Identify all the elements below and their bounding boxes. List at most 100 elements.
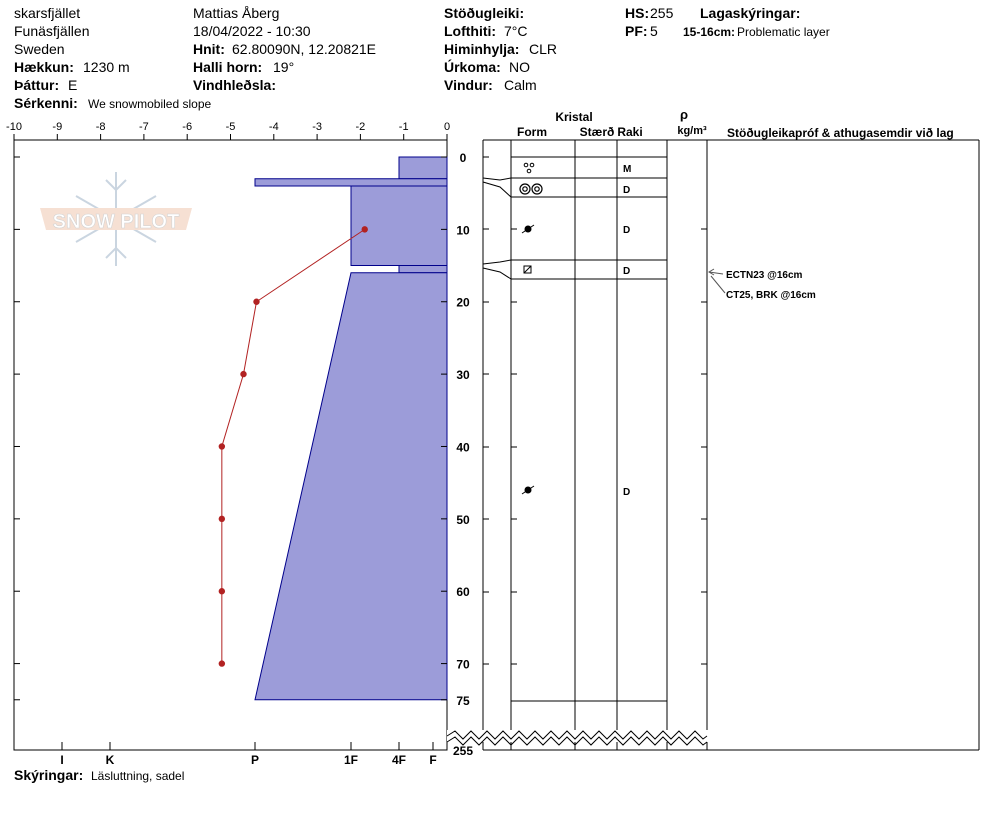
snowpilot-logo: SNOW PILOT — [40, 172, 192, 266]
hardness-layer — [254, 178, 448, 187]
hs-value: 255 — [650, 5, 674, 21]
temp-tick-label: -6 — [182, 121, 192, 133]
depth-tick-label: 70 — [456, 658, 470, 672]
col-moisture: Raki — [617, 125, 642, 139]
hardness-tick-label: K — [106, 753, 115, 767]
notes-label: Skýringar: — [14, 767, 84, 783]
col-size: Stærð — [580, 125, 615, 139]
sky-label: Himinhylja: — [444, 41, 520, 57]
precip-value: NO — [509, 59, 530, 75]
temp-tick-label: -7 — [139, 121, 149, 133]
col-form: Form — [517, 125, 547, 139]
depth-tick-label: 255 — [453, 744, 473, 758]
slope-value: 19° — [273, 59, 295, 75]
temp-tick-label: -1 — [399, 121, 409, 133]
moisture-label: M — [623, 164, 631, 175]
depth-tick-label: 0 — [460, 151, 467, 165]
layer-notes-range: 15-16cm: — [683, 25, 736, 39]
elevation-value: 1230 m — [83, 59, 130, 75]
hardness-axis: I K P 1F 4F F — [60, 742, 437, 767]
col-rho: ρ — [680, 107, 688, 122]
depth-tick-label: 50 — [456, 513, 470, 527]
grain-symbol-rounded-1 — [521, 224, 535, 234]
axis-break-top — [446, 730, 708, 740]
coords-label: Hnit: — [193, 41, 225, 57]
datetime: 18/04/2022 - 10:30 — [193, 23, 311, 39]
hardness-tick-label: I — [60, 753, 63, 767]
temp-tick-label: -3 — [312, 121, 322, 133]
temp-tick-label: -5 — [226, 121, 236, 133]
hardness-tick-label: P — [251, 753, 259, 767]
grain-symbol-rounded-2 — [521, 485, 535, 495]
temp-point — [218, 660, 226, 667]
grain-symbols — [519, 162, 543, 495]
stability-label: Stöðugleiki: — [444, 5, 525, 21]
moisture-label: D — [623, 487, 630, 498]
grain-symbol-precip-particles — [523, 162, 535, 174]
grain-symbol-faceted — [523, 265, 532, 274]
stability-test-2: CT25, BRK @16cm — [726, 290, 816, 301]
temp-tick-label: -10 — [6, 121, 22, 133]
depth-tick-label: 40 — [456, 440, 470, 454]
pf-label: PF: — [625, 23, 648, 39]
crystal-table — [446, 139, 980, 751]
hardness-layers — [254, 156, 448, 701]
temp-point — [253, 298, 260, 305]
col-tests: Stöðugleikapróf & athugasemdir við lag — [727, 126, 954, 140]
temp-point — [240, 370, 247, 378]
moisture-label: D — [623, 185, 630, 196]
temp-point — [218, 515, 226, 523]
aspect-value: E — [68, 77, 78, 93]
hardness-tick-label: F — [429, 753, 436, 767]
temperature-axis: -10 -9 -8 -7 -6 -5 -4 -3 -2 -1 0 — [6, 121, 450, 140]
temp-point — [361, 226, 368, 233]
aspect-label: Þáttur: — [14, 77, 60, 93]
temperature-profile — [218, 226, 368, 667]
temp-tick-label: -9 — [52, 121, 62, 133]
logo-text: SNOW PILOT — [53, 211, 180, 233]
area: Funäsfjällen — [14, 23, 90, 39]
depth-tick-label: 75 — [456, 694, 470, 708]
temp-tick-label: -2 — [356, 121, 366, 133]
depth-tick-label: 60 — [456, 585, 470, 599]
elevation-label: Hækkun: — [14, 59, 74, 75]
temp-tick-label: -4 — [269, 121, 279, 133]
precip-label: Úrkoma: — [444, 59, 501, 75]
depth-axis: 0 10 20 30 40 50 60 70 75 255 — [14, 151, 473, 758]
hardness-tick-label: 1F — [344, 753, 358, 767]
temp-point — [218, 443, 226, 450]
temp-tick-label: 0 — [444, 121, 450, 133]
air-temp-value: 7°C — [504, 23, 528, 39]
stability-tests: ECTN23 @16cm CT25, BRK @16cm — [708, 268, 816, 301]
col-kristal: Kristal — [555, 110, 592, 124]
air-temp-label: Lofthiti: — [444, 23, 497, 39]
hardness-layer — [398, 156, 448, 180]
feature-value: We snowmobiled slope — [88, 97, 212, 111]
pf-value: 5 — [650, 23, 658, 39]
depth-tick-label: 20 — [456, 296, 470, 310]
temp-point — [218, 588, 226, 595]
moisture-label: D — [623, 225, 630, 236]
wind-value: Calm — [504, 77, 537, 93]
slope-label: Halli horn: — [193, 59, 263, 75]
layer-notes-label: Lagaskýringar: — [700, 5, 801, 21]
col-density-unit: kg/m³ — [677, 125, 707, 137]
wind-label: Vindur: — [444, 77, 493, 93]
feature-label: Sérkenni: — [14, 95, 78, 111]
depth-tick-label: 10 — [456, 223, 470, 237]
moisture-label: D — [623, 266, 630, 277]
axis-break-bottom — [446, 736, 708, 746]
hardness-layer — [350, 185, 448, 267]
grain-symbol-melt-forms — [519, 183, 543, 195]
hardness-layer — [398, 265, 448, 274]
observer: Mattias Åberg — [193, 5, 280, 21]
hardness-layer — [254, 272, 448, 701]
notes-value: Läsluttning, sadel — [91, 769, 185, 783]
country: Sweden — [14, 41, 65, 57]
layer-notes-text: Problematic layer — [737, 25, 830, 39]
temp-tick-label: -8 — [96, 121, 106, 133]
hardness-tick-label: 4F — [392, 753, 406, 767]
wind-loading-label: Vindhleðsla: — [193, 77, 276, 93]
